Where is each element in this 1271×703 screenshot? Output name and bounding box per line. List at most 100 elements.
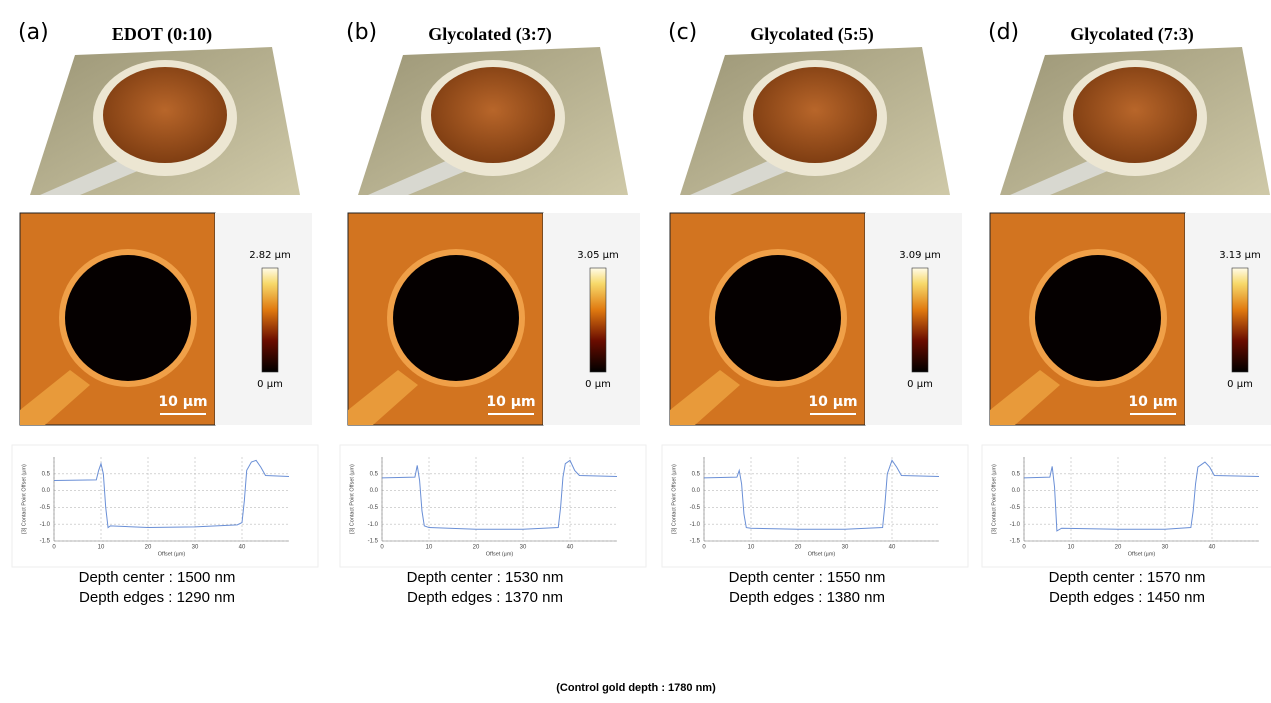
chart-frame [339,444,647,568]
profile-line [703,459,940,530]
y-tick-label: 0.5 [1012,471,1021,477]
depth-center: Depth center : 1530 nm [407,569,564,586]
y-tick-label: -1.0 [40,522,51,528]
x-tick-label: 30 [842,545,849,551]
x-tick-label: 0 [52,545,56,551]
y-axis-label: [3] Contact Point Offset (µm) [21,464,27,534]
y-tick-label: 0.5 [42,471,51,477]
chart-frame [981,444,1271,568]
chart-frame [11,444,319,568]
y-tick-label: 0.5 [692,471,701,477]
x-tick-label: 30 [1162,545,1169,551]
panel: (c) Glycolated (5:5) 10 µm 3.09 µm 0 µm 0 10 20… [661,20,969,606]
x-tick-label: 30 [520,545,527,551]
colorbar-max: 3.09 µm [899,250,941,261]
y-tick-label: -1.5 [1010,539,1021,545]
scale-bar-label: 10 µm [486,394,535,410]
y-axis-label: [3] Contact Point Offset (µm) [991,464,997,534]
y-tick-label: -0.5 [40,505,51,511]
profile-line [381,459,618,530]
depth-center: Depth center : 1570 nm [1049,569,1206,586]
panel-title: EDOT (0:10) [112,24,212,45]
colorbar [589,267,607,373]
panel-label: (b) [346,20,377,45]
x-tick-label: 40 [239,545,246,551]
y-tick-label: -1.0 [690,522,701,528]
y-tick-label: 0.0 [1012,488,1021,494]
electrode-map [990,370,1060,425]
electrode-map [670,370,740,425]
y-axis-label: [3] Contact Point Offset (µm) [671,464,677,534]
electrode-trace [40,160,140,195]
colorbar-min: 0 µm [1227,379,1253,390]
x-tick-label: 40 [1209,545,1216,551]
x-tick-label: 0 [380,545,384,551]
x-tick-label: 0 [1022,545,1026,551]
colorbar-min: 0 µm [585,379,611,390]
colorbar-max: 3.05 µm [577,250,619,261]
x-axis-label: Offset (µm) [808,551,836,557]
electrode-trace [1010,160,1110,195]
y-tick-label: -0.5 [690,505,701,511]
panel: (d) Glycolated (7:3) 10 µm 3.13 µm 0 µm 0 10 20… [981,20,1271,606]
x-tick-label: 40 [567,545,574,551]
hole [715,255,841,381]
x-tick-label: 40 [889,545,896,551]
depth-center: Depth center : 1500 nm [79,569,236,586]
panel-title: Glycolated (7:3) [1070,24,1193,45]
well [431,67,555,163]
y-tick-label: -1.0 [1010,522,1021,528]
footnote: (Control gold depth : 1780 nm) [556,682,716,694]
y-tick-label: 0.0 [692,488,701,494]
y-tick-label: -1.5 [690,539,701,545]
electrode-trace [690,160,790,195]
colorbar [1231,267,1249,373]
electrode-map [348,370,418,425]
y-tick-label: -0.5 [368,505,379,511]
colorbar-panel [1185,213,1271,425]
profile-line [53,459,290,529]
x-tick-label: 10 [426,545,433,551]
y-axis-label: [3] Contact Point Offset (µm) [349,464,355,534]
x-tick-label: 20 [1115,545,1122,551]
panel-label: (d) [988,20,1019,45]
hole [393,255,519,381]
panel: (a) EDOT (0:10) 10 µm 2.82 µm 0 µm 0 10 20 30 40 0… [11,20,319,606]
panel-label: (c) [668,20,697,45]
depth-edges: Depth edges : 1370 nm [407,589,563,606]
well [103,67,227,163]
scale-bar-label: 10 µm [158,394,207,410]
panel-label: (a) [18,20,49,45]
x-axis-label: Offset (µm) [158,551,186,557]
depth-center: Depth center : 1550 nm [729,569,886,586]
colorbar-min: 0 µm [907,379,933,390]
colorbar-max: 3.13 µm [1219,250,1261,261]
colorbar [261,267,279,373]
scale-bar-label: 10 µm [808,394,857,410]
scale-bar-label: 10 µm [1128,394,1177,410]
depth-edges: Depth edges : 1290 nm [79,589,235,606]
colorbar [911,267,929,373]
profile-line [1023,461,1260,532]
x-tick-label: 10 [748,545,755,551]
y-tick-label: -1.5 [40,539,51,545]
x-tick-label: 0 [702,545,706,551]
well [1073,67,1197,163]
x-tick-label: 30 [192,545,199,551]
y-tick-label: -1.0 [368,522,379,528]
y-tick-label: -0.5 [1010,505,1021,511]
well [753,67,877,163]
x-tick-label: 20 [473,545,480,551]
depth-edges: Depth edges : 1380 nm [729,589,885,606]
panel: (b) Glycolated (3:7) 10 µm 3.05 µm 0 µm 0 10 20… [339,20,647,606]
electrode-trace [368,160,468,195]
panel-title: Glycolated (5:5) [750,24,873,45]
y-tick-label: -1.5 [368,539,379,545]
electrode-map [20,370,90,425]
panel-title: Glycolated (3:7) [428,24,551,45]
colorbar-min: 0 µm [257,379,283,390]
hole [1035,255,1161,381]
depth-edges: Depth edges : 1450 nm [1049,589,1205,606]
x-axis-label: Offset (µm) [486,551,514,557]
